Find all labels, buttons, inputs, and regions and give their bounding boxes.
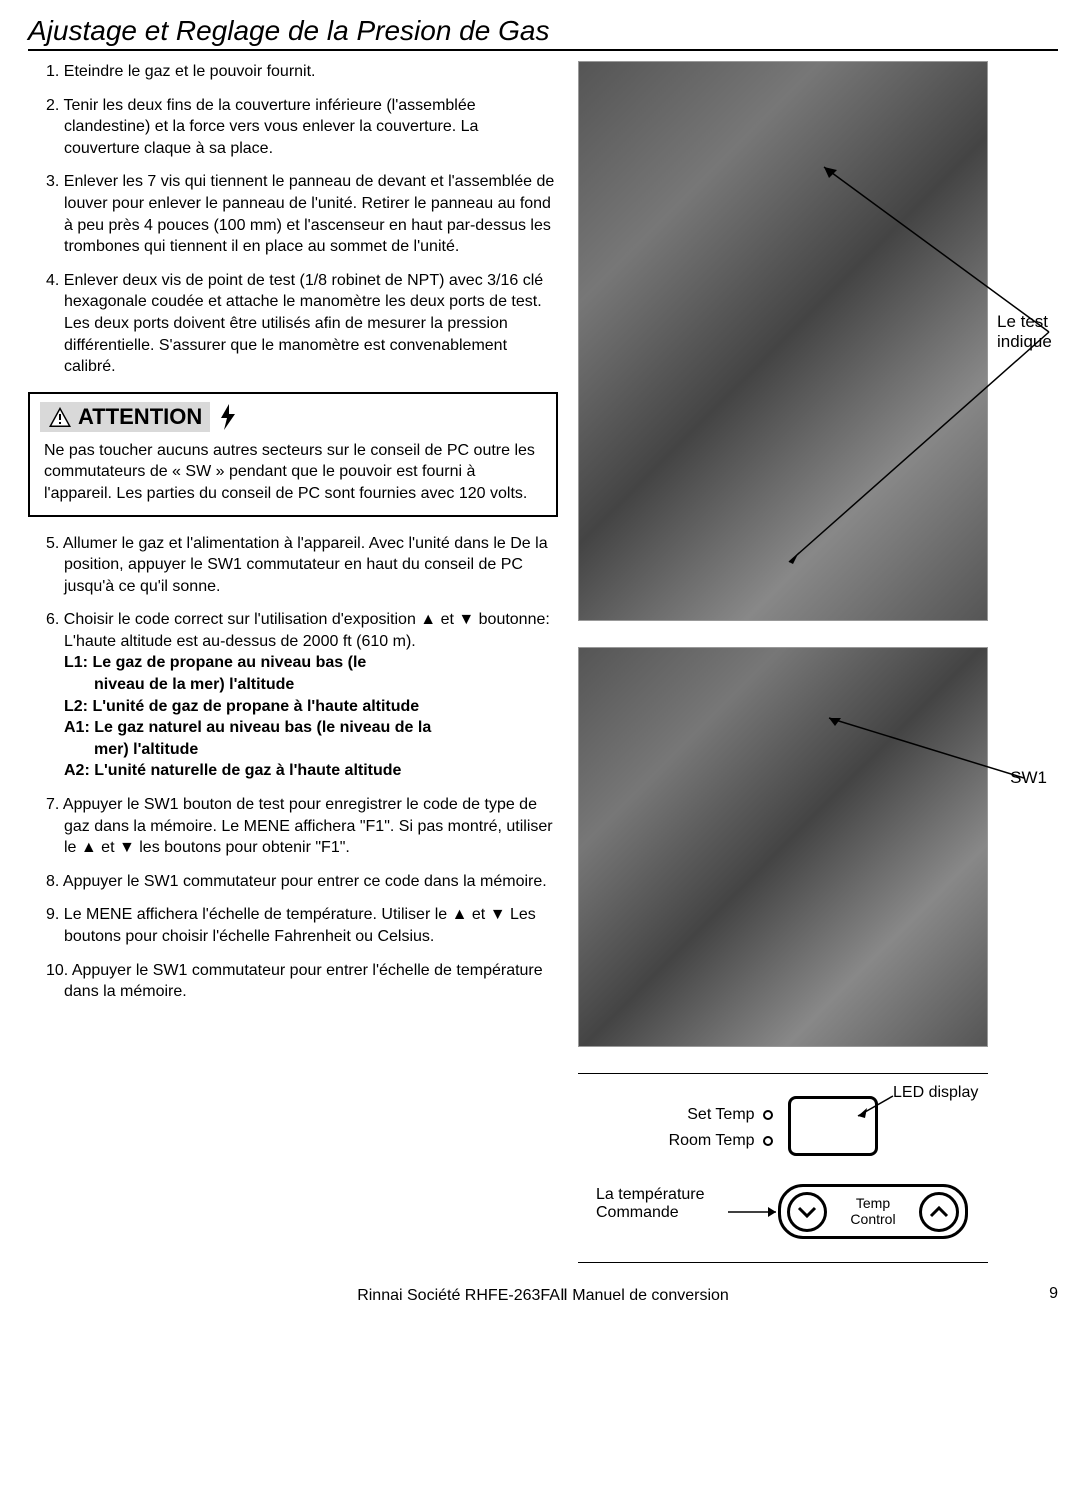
indicator-circle-icon — [763, 1136, 773, 1146]
step-6-A1a: A1: Le gaz naturel au niveau bas (le niv… — [28, 717, 558, 739]
footer-page-number: 9 — [1018, 1285, 1058, 1305]
temp-word: Temp — [850, 1196, 895, 1211]
step-4-text: Enlever deux vis de point de test (1/8 r… — [64, 272, 543, 375]
step-9-text: Le MENE affichera l'échelle de températu… — [64, 906, 536, 945]
attention-header: ATTENTION — [40, 402, 546, 432]
callout-arrow-sw1 — [579, 648, 1049, 1048]
left-column: 1. Eteindre le gaz et le pouvoir fournit… — [28, 61, 558, 1263]
step-3-num: 3. — [46, 173, 59, 190]
step-1-num: 1. — [46, 63, 59, 80]
attention-label-text: ATTENTION — [78, 404, 202, 430]
step-3-text: Enlever les 7 vis qui tiennent le pannea… — [64, 173, 555, 255]
step-9: 9. Le MENE affichera l'échelle de tempér… — [28, 904, 558, 947]
step-10-num: 10. — [46, 962, 68, 979]
page-title: Ajustage et Reglage de la Presion de Gas — [28, 15, 1058, 51]
right-column: Le test indique SW1 Set Temp Room Temp L… — [578, 61, 1058, 1263]
control-word: Control — [850, 1212, 895, 1227]
room-temp-text: Room Temp — [669, 1132, 755, 1149]
step-6: 6. Choisir le code correct sur l'utilisa… — [28, 609, 558, 782]
set-temp-text: Set Temp — [687, 1106, 754, 1123]
step-5-text: Allumer le gaz et l'alimentation à l'app… — [63, 535, 548, 595]
step-7-text: Appuyer le SW1 bouton de test pour enreg… — [63, 796, 553, 856]
step-6-A2: A2: L'unité naturelle de gaz à l'haute a… — [28, 760, 558, 782]
step-6-L1a: L1: Le gaz de propane au niveau bas (le — [28, 652, 558, 674]
step-7: 7. Appuyer le SW1 bouton de test pour en… — [28, 794, 558, 859]
step-1-text: Eteindre le gaz et le pouvoir fournit. — [64, 63, 316, 80]
lightning-bolt-icon — [218, 403, 238, 431]
arrow-led-icon — [853, 1094, 903, 1124]
step-1: 1. Eteindre le gaz et le pouvoir fournit… — [28, 61, 558, 83]
step-5-num: 5. — [46, 535, 59, 552]
photo-sw1: SW1 — [578, 647, 988, 1047]
label-room-temp: Room Temp — [663, 1132, 773, 1150]
chevron-down-icon — [796, 1205, 818, 1219]
step-6-A1b: mer) l'altitude — [28, 739, 558, 761]
attention-text: Ne pas toucher aucuns autres secteurs su… — [40, 440, 546, 505]
footer-center: Rinnai Société RHFE-263FAⅡ Manuel de con… — [68, 1285, 1018, 1305]
step-10: 10. Appuyer le SW1 commutateur pour entr… — [28, 960, 558, 1003]
label-set-temp: Set Temp — [663, 1106, 773, 1124]
step-6-num: 6. — [46, 611, 59, 628]
callout-test-point: Le test indique — [997, 312, 1086, 353]
callout-sw1: SW1 — [1010, 768, 1047, 788]
step-2-text: Tenir les deux fins de la couverture inf… — [64, 97, 479, 157]
step-6-alt-note: L'haute altitude est au-dessus de 2000 f… — [28, 631, 558, 653]
step-10-text: Appuyer le SW1 commutateur pour entrer l… — [64, 962, 543, 1001]
step-6-L2: L2: L'unité de gaz de propane à l'haute … — [28, 696, 558, 718]
step-8: 8. Appuyer le SW1 commutateur pour entre… — [28, 871, 558, 893]
step-7-num: 7. — [46, 796, 59, 813]
attention-label: ATTENTION — [40, 402, 210, 432]
temp-cmd-text: La température Commande — [596, 1186, 705, 1221]
temp-up-button[interactable] — [919, 1192, 959, 1232]
step-8-num: 8. — [46, 873, 59, 890]
step-8-text: Appuyer le SW1 commutateur pour entrer c… — [63, 873, 547, 890]
temp-control-box: Temp Control — [778, 1184, 968, 1239]
indicator-circle-icon — [763, 1110, 773, 1120]
warning-triangle-icon — [48, 406, 72, 428]
step-6-intro: Choisir le code correct sur l'utilisatio… — [64, 611, 550, 628]
step-4-num: 4. — [46, 272, 59, 289]
label-led-display: LED display — [893, 1084, 978, 1102]
chevron-up-icon — [928, 1205, 950, 1219]
temp-control-label: Temp Control — [850, 1196, 895, 1227]
control-diagram: Set Temp Room Temp LED display La tempér… — [578, 1073, 988, 1263]
step-5: 5. Allumer le gaz et l'alimentation à l'… — [28, 533, 558, 598]
temp-down-button[interactable] — [787, 1192, 827, 1232]
page-footer: Rinnai Société RHFE-263FAⅡ Manuel de con… — [28, 1285, 1058, 1305]
content-columns: 1. Eteindre le gaz et le pouvoir fournit… — [28, 61, 1058, 1263]
step-6-L1b: niveau de la mer) l'altitude — [28, 674, 558, 696]
attention-box: ATTENTION Ne pas toucher aucuns autres s… — [28, 392, 558, 517]
step-2: 2. Tenir les deux fins de la couverture … — [28, 95, 558, 160]
step-4: 4. Enlever deux vis de point de test (1/… — [28, 270, 558, 378]
step-2-num: 2. — [46, 97, 59, 114]
led-display-text: LED display — [893, 1084, 978, 1101]
step-9-num: 9. — [46, 906, 59, 923]
photo-test-point: Le test indique — [578, 61, 988, 621]
step-3: 3. Enlever les 7 vis qui tiennent le pan… — [28, 171, 558, 257]
